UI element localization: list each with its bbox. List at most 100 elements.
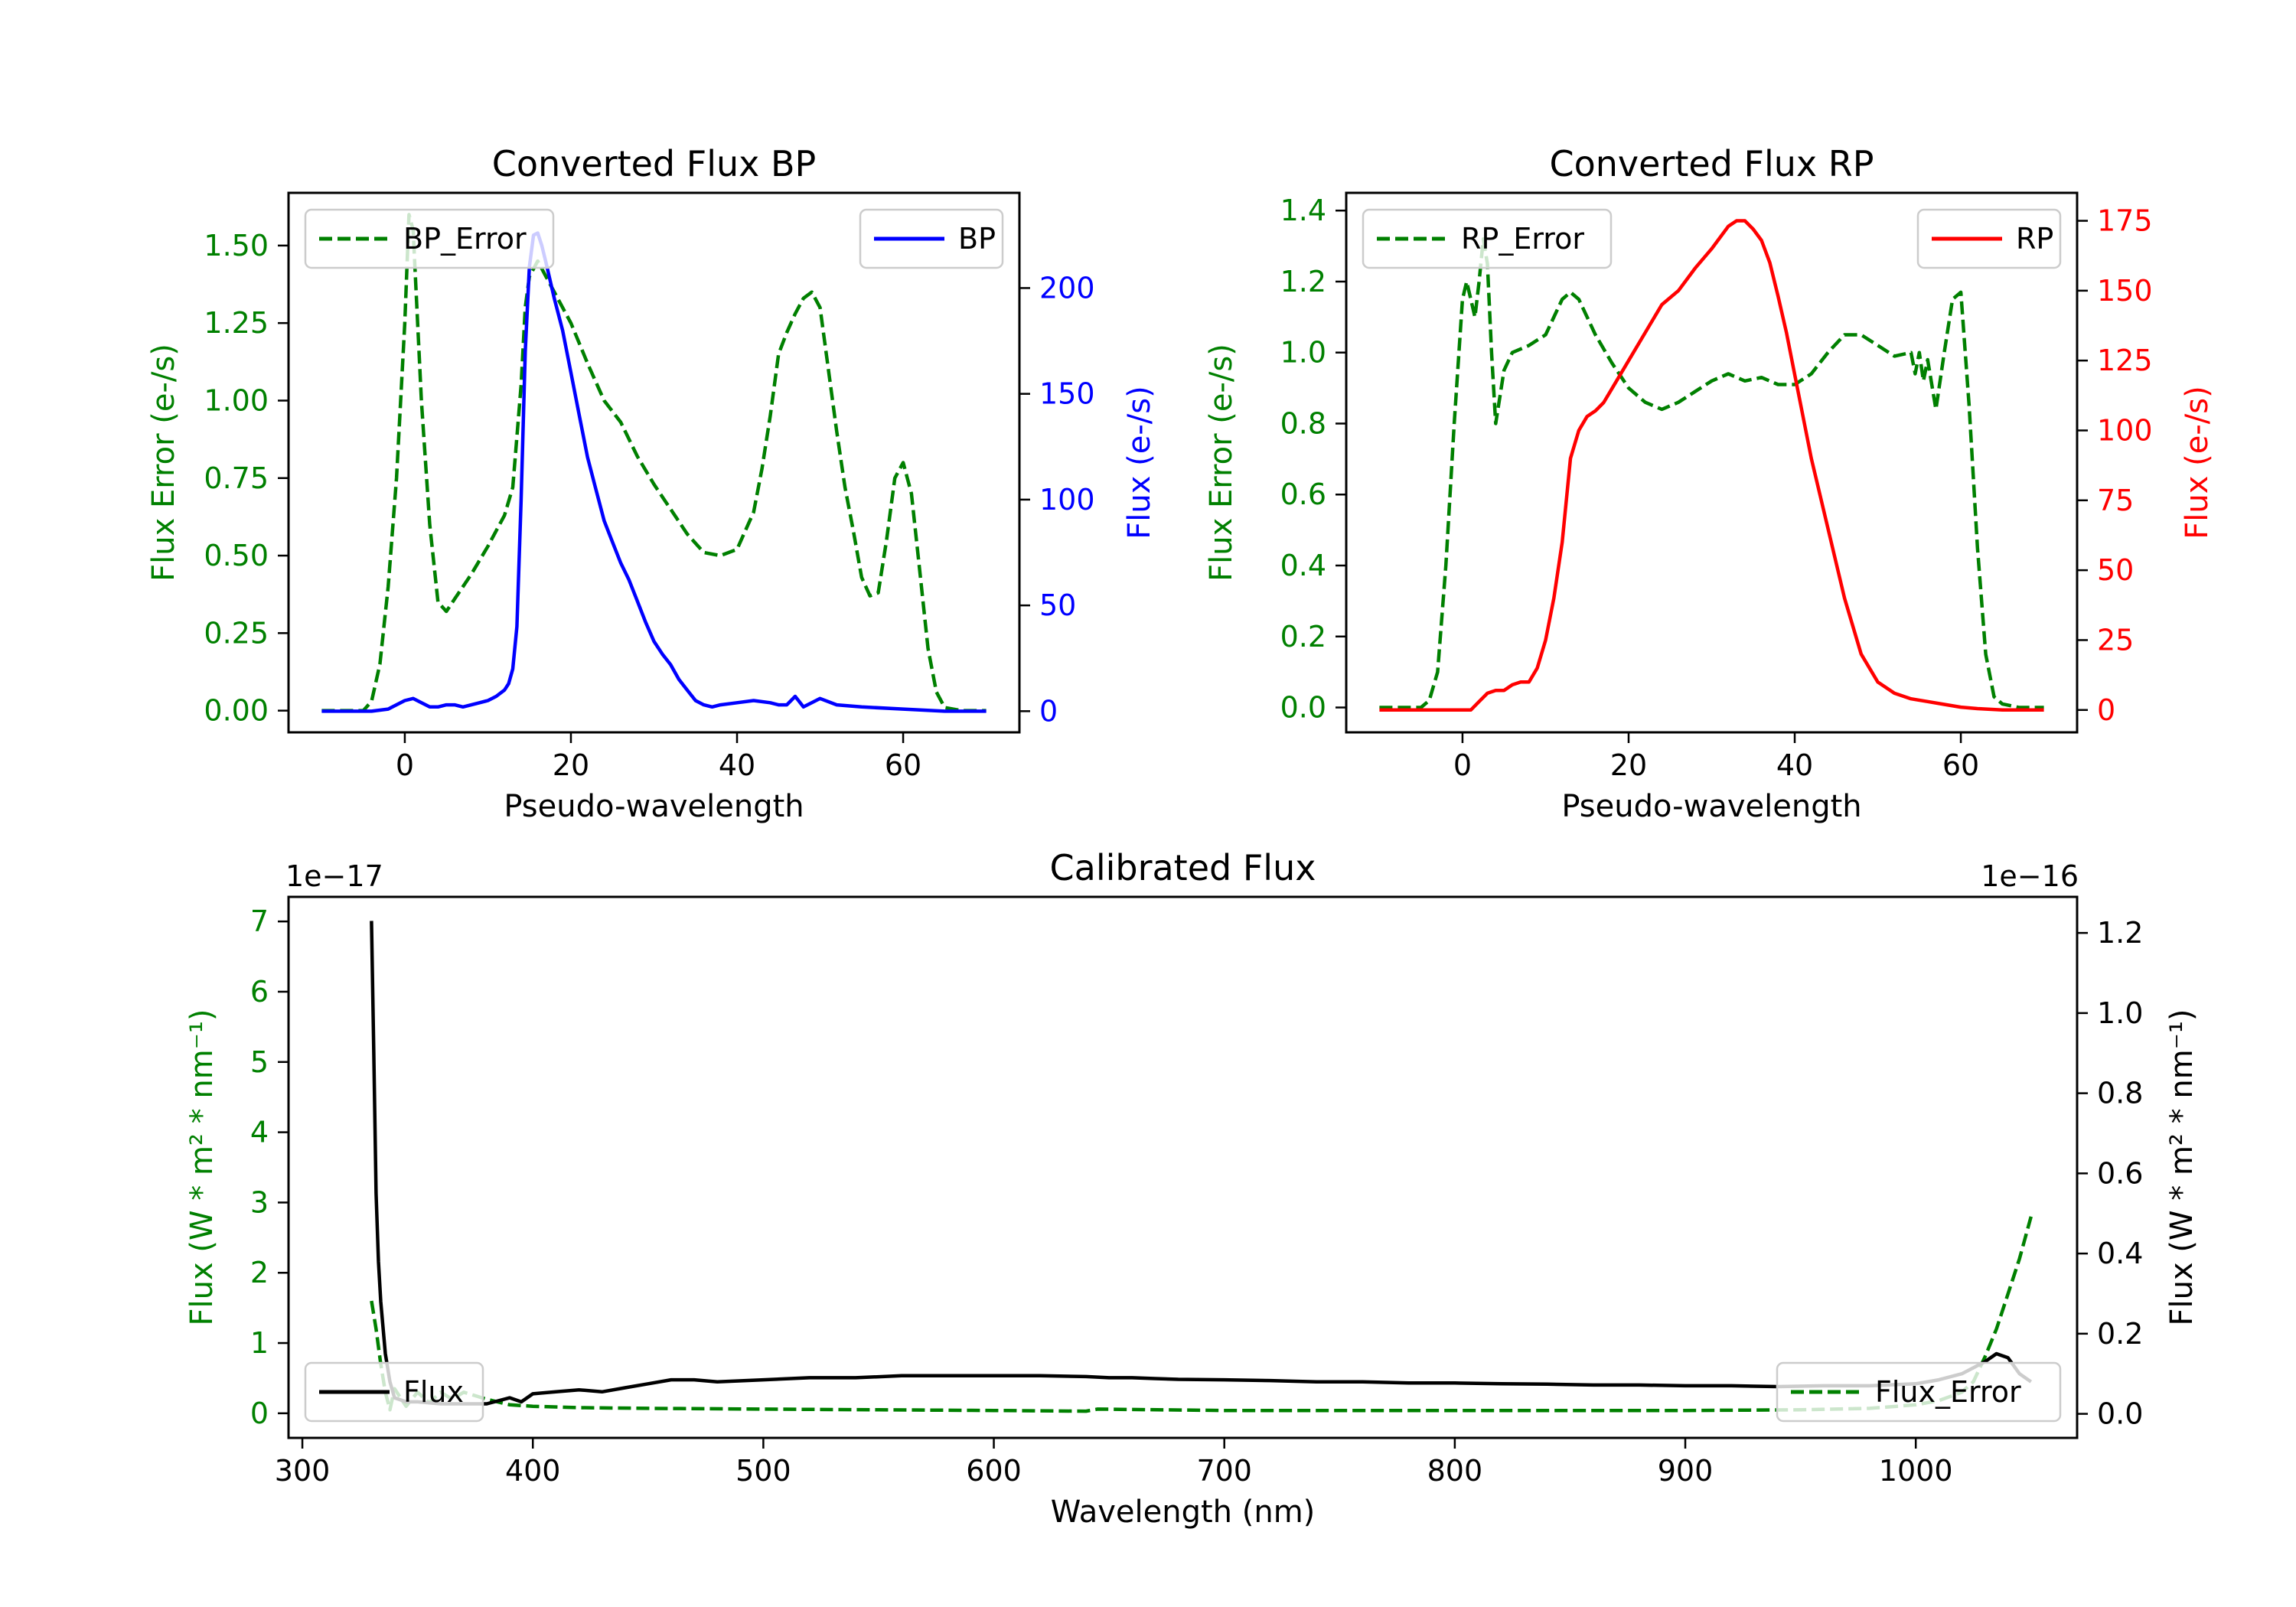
x-tick-label: 500 xyxy=(735,1454,791,1488)
y-right-tick-label: 0.4 xyxy=(2097,1237,2143,1270)
y-right-tick-label: 25 xyxy=(2097,623,2134,657)
series-line-rp-error xyxy=(1379,237,2044,709)
y-right-tick-label: 100 xyxy=(2097,413,2153,447)
panel-3: 300 400 500 600 700 800 900 1000 0 1 2 3 4 5 6 7 0.0 0.2 0… xyxy=(184,847,2200,1530)
x-tick-label: 20 xyxy=(553,748,589,782)
legend-box xyxy=(1362,208,1613,269)
axes-frame xyxy=(1345,191,2079,734)
y-left-tick-label: 4 xyxy=(250,1116,269,1149)
legend-label: Flux xyxy=(403,1375,464,1409)
legend-flux: Flux xyxy=(304,1361,484,1423)
y-right-tick-label: 50 xyxy=(1039,588,1076,622)
y-right-offset-label: 1e−16 xyxy=(1981,859,2079,893)
chart-root: 0 20 40 600.000.250.500.751.001.251.5005010… xyxy=(146,143,2215,1530)
x-tick-label: 900 xyxy=(1658,1454,1714,1488)
chart-title: Converted Flux RP xyxy=(1550,143,1874,184)
chart-title: Converted Flux BP xyxy=(492,143,817,184)
y-left-tick-label: 0.8 xyxy=(1280,406,1326,440)
y-right-tick-label: 125 xyxy=(2097,344,2153,377)
legend-rp-error: RP_Error xyxy=(1362,208,1613,269)
y-axis-label-left: Flux Error (e-/s) xyxy=(146,344,181,582)
legend-box xyxy=(304,1361,484,1423)
legend-box xyxy=(1776,1361,2062,1423)
y-left-offset-label: 1e−17 xyxy=(285,859,383,893)
x-tick-label: 60 xyxy=(1942,748,1979,782)
panel-2: 0 20 40 60 0.0 0.2 0.4 0.6 0.8 1.0 1.2 1.4 0 25 50 75 10… xyxy=(1204,143,2215,824)
y-left-tick-label: 1.25 xyxy=(204,306,269,340)
x-tick-label: 20 xyxy=(1610,748,1647,782)
series-line-bp xyxy=(321,231,987,713)
y-left-tick-label: 1.00 xyxy=(204,383,269,417)
y-left-tick-label: 1.50 xyxy=(204,229,269,262)
y-left-tick-label: 1.2 xyxy=(1280,265,1326,298)
legend-label: BP_Error xyxy=(403,222,527,256)
y-right-tick-label: 1.0 xyxy=(2097,996,2143,1030)
y-left-tick-label: 1.4 xyxy=(1280,194,1326,227)
legend-box xyxy=(304,208,555,269)
y-left-tick-label: 0.75 xyxy=(204,461,269,495)
y-left-tick-label: 6 xyxy=(250,975,269,1009)
y-right-tick-label: 0 xyxy=(2097,693,2115,727)
y-left-tick-label: 2 xyxy=(250,1256,269,1289)
x-tick-label: 0 xyxy=(396,748,414,782)
series-line-rp xyxy=(1379,219,2044,712)
y-left-tick-label: 1 xyxy=(250,1326,269,1360)
y-axis-label-left: Flux (W * m² * nm⁻¹) xyxy=(184,1009,220,1326)
y-right-tick-label: 0.0 xyxy=(2097,1397,2143,1431)
axes-frame xyxy=(287,191,1021,734)
y-left-tick-label: 0.0 xyxy=(1280,691,1326,725)
y-right-tick-label: 0.2 xyxy=(2097,1317,2143,1351)
y-right-tick-label: 0 xyxy=(1039,694,1058,728)
legend-label: BP xyxy=(958,222,996,256)
x-axis-label: Pseudo-wavelength xyxy=(504,789,804,824)
y-left-tick-label: 7 xyxy=(250,905,269,938)
y-right-tick-label: 150 xyxy=(2097,274,2153,308)
y-left-tick-label: 5 xyxy=(250,1045,269,1079)
x-tick-label: 40 xyxy=(1776,748,1813,782)
x-tick-label: 1000 xyxy=(1879,1454,1953,1488)
y-left-tick-label: 0.4 xyxy=(1280,549,1326,582)
legend-rp: RP xyxy=(1916,208,2062,269)
legend-bp: BP xyxy=(859,208,1004,269)
x-tick-label: 300 xyxy=(275,1454,331,1488)
series-line-bp-error xyxy=(321,213,987,712)
x-axis-label: Pseudo-wavelength xyxy=(1561,789,1861,824)
x-tick-label: 800 xyxy=(1427,1454,1483,1488)
x-tick-label: 40 xyxy=(719,748,755,782)
legend-label: RP_Error xyxy=(1461,222,1584,256)
y-axis-label-right: Flux (W * m² * nm⁻¹) xyxy=(2164,1009,2200,1326)
y-left-tick-label: 0.6 xyxy=(1280,478,1326,511)
legend-label: Flux_Error xyxy=(1875,1375,2021,1409)
y-right-tick-label: 75 xyxy=(2097,484,2134,517)
x-tick-label: 400 xyxy=(505,1454,561,1488)
y-left-tick-label: 0.50 xyxy=(204,539,269,572)
y-axis-label-left: Flux Error (e-/s) xyxy=(1204,344,1239,582)
y-right-tick-label: 100 xyxy=(1039,483,1095,517)
y-left-tick-label: 0 xyxy=(250,1397,269,1430)
y-axis-label-right: Flux (e-/s) xyxy=(1122,386,1157,539)
y-right-tick-label: 1.2 xyxy=(2097,916,2143,950)
y-left-tick-label: 0.2 xyxy=(1280,620,1326,654)
y-right-tick-label: 200 xyxy=(1039,271,1095,305)
x-tick-label: 0 xyxy=(1453,748,1472,782)
y-axis-label-right: Flux (e-/s) xyxy=(2180,386,2215,539)
x-tick-label: 700 xyxy=(1196,1454,1252,1488)
y-right-tick-label: 50 xyxy=(2097,553,2134,587)
chart-title: Calibrated Flux xyxy=(1050,847,1316,888)
y-right-tick-label: 0.8 xyxy=(2097,1077,2143,1110)
y-left-tick-label: 3 xyxy=(250,1185,269,1219)
panel-1: 0 20 40 60 0.00 0.25 0.50 0.75 1.00 1.25 1.50 0 50 10… xyxy=(146,143,1157,824)
x-axis-label: Wavelength (nm) xyxy=(1051,1495,1316,1530)
legend-flux-error: Flux_Error xyxy=(1776,1361,2062,1423)
y-left-tick-label: 0.25 xyxy=(204,616,269,650)
axes-frame xyxy=(287,895,2079,1439)
y-right-tick-label: 175 xyxy=(2097,204,2153,238)
y-left-tick-label: 1.0 xyxy=(1280,336,1326,370)
x-tick-label: 60 xyxy=(885,748,921,782)
y-right-tick-label: 150 xyxy=(1039,377,1095,411)
legend-bp-error: BP_Error xyxy=(304,208,555,269)
y-left-tick-label: 0.00 xyxy=(204,694,269,728)
y-right-tick-label: 0.6 xyxy=(2097,1156,2143,1190)
legend-label: RP xyxy=(2016,222,2053,256)
